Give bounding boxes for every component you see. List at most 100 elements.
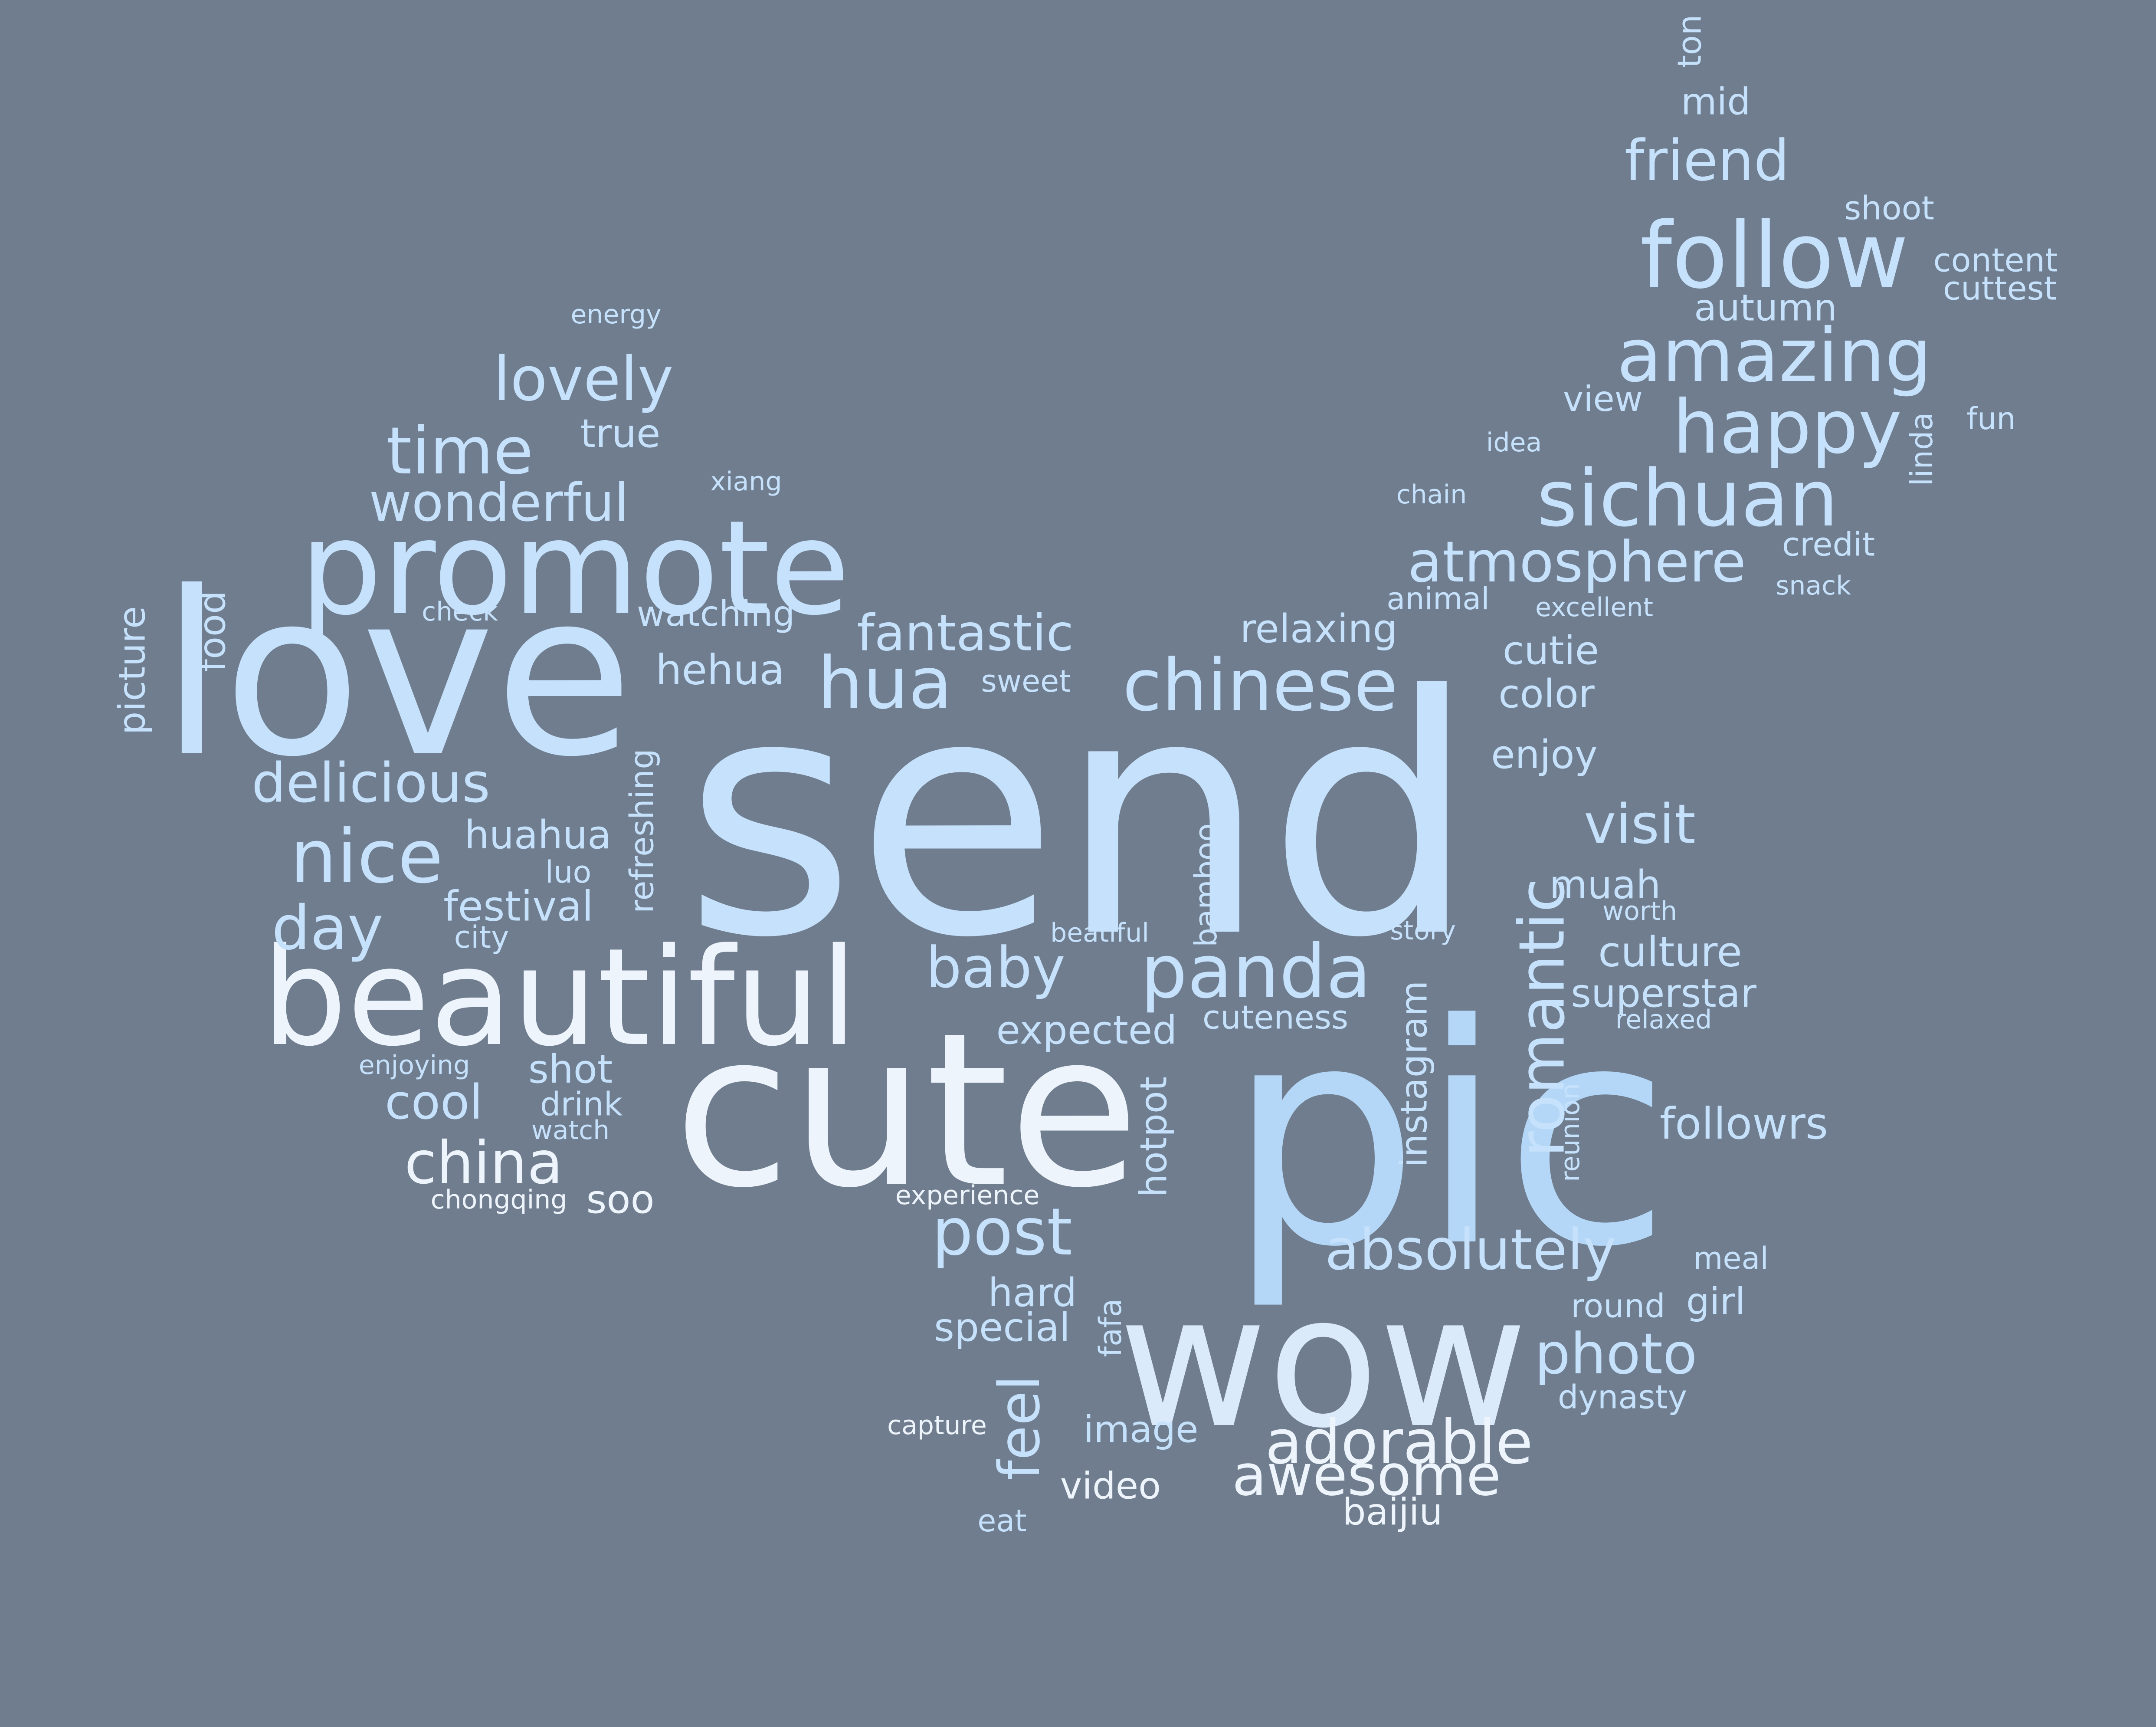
word-cute: cute [674,987,1140,1235]
word-bamboo: bamboo [1188,823,1224,947]
word-awesome: awesome [1232,1442,1501,1508]
word-ton: ton [1670,14,1709,68]
word-panda: panda [1140,929,1371,1015]
word-absolutely: absolutely [1325,1217,1616,1283]
word-worth: worth [1602,896,1678,926]
word-delicious: delicious [252,752,490,815]
word-china: china [404,1129,563,1197]
word-color: color [1498,671,1595,717]
word-lovely: lovely [493,344,674,415]
word-snack: snack [1776,571,1851,601]
word-amazing: amazing [1616,313,1932,399]
word-cutie: cutie [1502,628,1599,673]
word-time: time [386,414,534,489]
word-huahua: huahua [464,812,612,858]
word-city: city [454,919,509,955]
word-hard: hard [988,1270,1077,1316]
word-chain: chain [1396,479,1467,510]
word-cuteness: cuteness [1202,998,1349,1037]
word-baby: baby [926,935,1065,1001]
word-true: true [580,411,661,456]
word-eat: eat [977,1503,1027,1539]
word-xiang: xiang [710,466,782,497]
word-followrs: followrs [1659,1098,1828,1149]
word-muah: muah [1549,862,1661,908]
word-beautiful: beautiful [262,919,858,1076]
word-fantastic: fantastic [857,604,1074,663]
word-soo: soo [586,1177,655,1222]
word-relaxed: relaxed [1615,1005,1712,1035]
word-shot: shot [528,1047,613,1092]
word-dynasty: dynasty [1557,1378,1687,1416]
word-enjoying: enjoying [358,1050,470,1080]
word-festival: festival [443,883,593,931]
word-food: food [191,591,234,672]
word-cuttest: cuttest [1943,269,2057,308]
word-relaxing: relaxing [1240,606,1398,652]
word-reunion: reunion [1555,1083,1586,1182]
word-girl: girl [1686,1280,1746,1323]
word-story: story [1390,916,1456,946]
word-animal: animal [1386,581,1490,617]
word-promote: promote [299,492,850,644]
word-happy: happy [1672,384,1902,470]
word-expected: expected [996,1008,1177,1053]
word-image: image [1083,1408,1199,1451]
word-experience: experience [895,1180,1040,1211]
word-idea: idea [1486,427,1542,458]
word-fafa: fafa [1093,1298,1128,1357]
word-chongqing: chongqing [430,1185,567,1215]
word-round: round [1571,1287,1665,1325]
word-linda: linda [1904,412,1940,486]
word-energy: energy [570,299,662,330]
word-special: special [934,1305,1071,1350]
word-luo: luo [545,854,592,890]
word-refreshing: refreshing [623,749,661,913]
word-friend: friend [1624,128,1790,194]
word-drink: drink [540,1085,623,1123]
word-meal: meal [1693,1241,1769,1276]
word-autumn: autumn [1694,286,1837,330]
word-check: check [422,597,498,627]
word-superstar: superstar [1571,971,1756,1016]
word-follow: follow [1640,203,1909,309]
word-excellent: excellent [1535,592,1654,623]
word-post: post [932,1195,1072,1270]
word-atmosphere: atmosphere [1408,529,1746,595]
word-visit: visit [1584,793,1696,856]
word-capture: capture [887,1410,987,1441]
word-watching: watching [636,594,795,634]
word-day: day [272,893,383,964]
word-cool: cool [385,1074,483,1130]
word-sweet: sweet [981,663,1071,699]
word-beatiful: beatiful [1050,918,1149,948]
word-credit: credit [1782,525,1875,564]
word-nice: nice [290,814,443,900]
word-hehua: hehua [655,646,785,694]
word-sichuan: sichuan [1537,453,1838,544]
word-picture: picture [111,606,154,735]
word-culture: culture [1598,928,1742,976]
word-feel: feel [986,1375,1052,1480]
word-fun: fun [1966,401,2016,437]
word-instagram: instagram [1393,980,1436,1168]
word-shoot: shoot [1844,189,1934,227]
word-content: content [1933,241,2058,279]
word-chinese: chinese [1122,644,1398,727]
word-love: love [160,543,634,806]
word-video: video [1060,1464,1161,1508]
word-photo: photo [1534,1321,1697,1387]
word-mid: mid [1681,80,1751,124]
word-view: view [1563,379,1643,419]
word-wow: wow [1118,1256,1528,1468]
word-hua: hua [817,641,953,725]
word-baijiu: baijiu [1342,1491,1443,1534]
word-hotpot: hotpot [1132,1076,1176,1198]
word-enjoy: enjoy [1491,732,1598,778]
word-watch: watch [531,1115,610,1146]
word-wonderful: wonderful [369,473,629,533]
word-send: send [684,626,1477,1010]
word-adorable: adorable [1265,1407,1533,1478]
word-pic: pic [1227,960,1671,1313]
